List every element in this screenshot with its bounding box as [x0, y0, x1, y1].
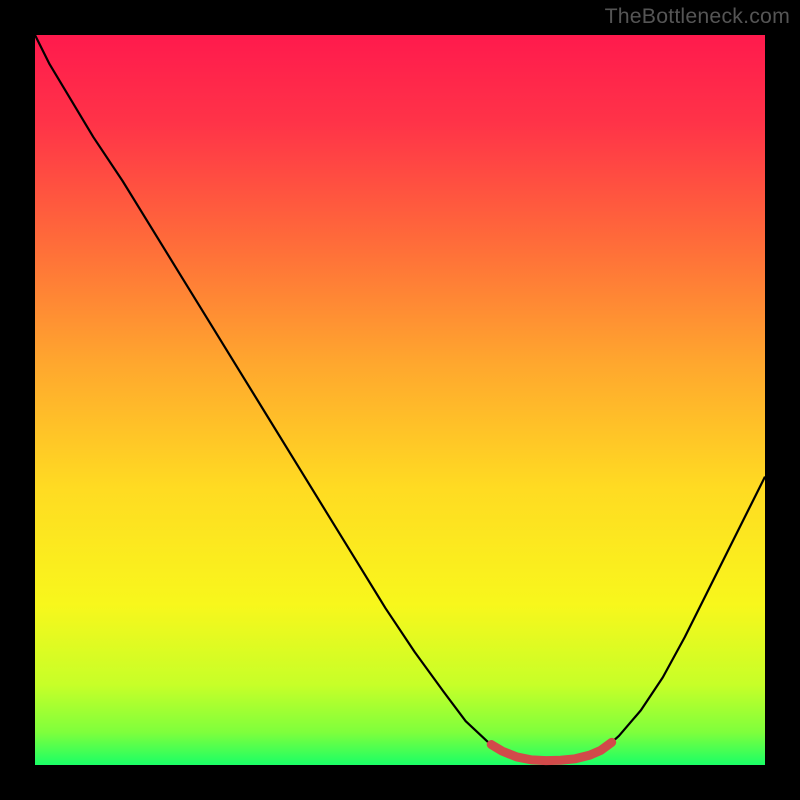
bottleneck-chart — [0, 0, 800, 800]
plot-gradient — [35, 35, 765, 765]
watermark-label: TheBottleneck.com — [605, 4, 790, 29]
chart-stage: TheBottleneck.com — [0, 0, 800, 800]
